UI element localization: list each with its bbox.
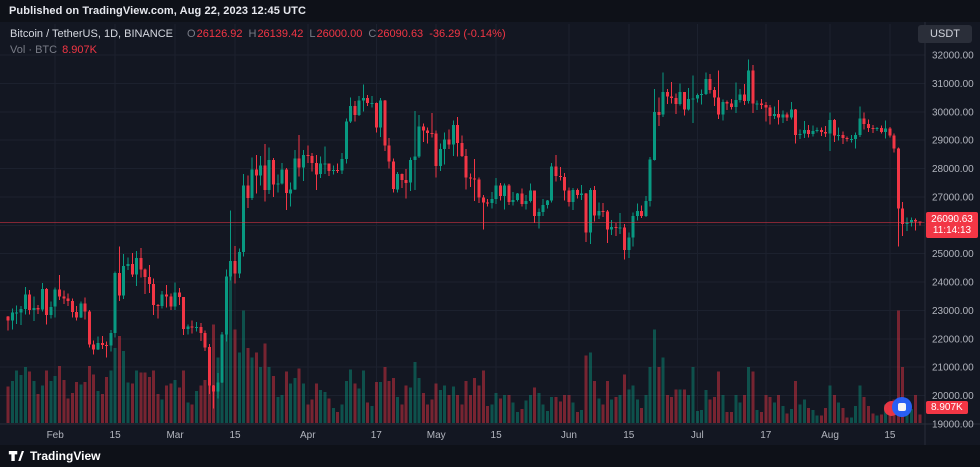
svg-text:22000.00: 22000.00 [932,334,974,345]
svg-text:15: 15 [110,430,122,441]
low-label: L [309,28,316,40]
svg-text:28000.00: 28000.00 [932,164,974,175]
svg-text:25000.00: 25000.00 [932,249,974,260]
svg-text:30000.00: 30000.00 [932,107,974,118]
svg-text:24000.00: 24000.00 [932,278,974,289]
watermark-logo-icon[interactable] [884,396,914,420]
svg-text:19000.00: 19000.00 [932,420,974,431]
tradingview-logo-icon [8,450,24,462]
svg-text:23000.00: 23000.00 [932,306,974,317]
svg-text:32000.00: 32000.00 [932,51,974,62]
svg-text:Mar: Mar [166,430,184,441]
svg-text:May: May [427,430,446,441]
svg-text:29000.00: 29000.00 [932,136,974,147]
footer-bar: TradingView [0,445,980,467]
open-value: 26126.92 [196,28,243,40]
volume-value: 8.907K [62,44,97,56]
high-value: 26139.42 [257,28,304,40]
svg-text:Jun: Jun [561,430,577,441]
price-badge: 26090.63 11:14:13 [926,212,978,238]
svg-text:21000.00: 21000.00 [932,363,974,374]
svg-text:Apr: Apr [300,430,316,441]
svg-text:Feb: Feb [47,430,65,441]
symbol-title: Bitcoin / TetherUS, 1D, BINANCE [10,28,174,40]
close-label: C [368,28,377,40]
high-label: H [248,28,257,40]
svg-text:15: 15 [884,430,896,441]
svg-text:31000.00: 31000.00 [932,79,974,90]
last-price: 26090.63 [931,214,973,225]
publish-text: Published on TradingView.com, Aug 22, 20… [9,5,306,17]
volume-badge: 8.907K [926,401,968,414]
low-value: 26000.00 [316,28,363,40]
volume-label: Vol · BTC [10,44,58,56]
svg-text:15: 15 [623,430,635,441]
open-label: O [187,28,196,40]
svg-text:20000.00: 20000.00 [932,391,974,402]
close-value: 26090.63 [377,28,424,40]
svg-text:27000.00: 27000.00 [932,192,974,203]
legend-row-symbol: Bitcoin / TetherUS, 1D, BINANCE O26126.92… [10,26,506,42]
currency-button[interactable]: USDT [918,25,972,43]
legend-row-volume: Vol · BTC 8.907K [10,42,506,58]
change-value: -36.29 (-0.14%) [429,28,506,40]
countdown-timer: 11:14:13 [932,225,972,236]
svg-text:15: 15 [229,430,241,441]
svg-text:Jul: Jul [691,430,704,441]
svg-text:17: 17 [371,430,383,441]
watermark-white-mark [898,403,906,411]
svg-text:17: 17 [760,430,772,441]
chart-legend: Bitcoin / TetherUS, 1D, BINANCE O26126.92… [10,26,506,58]
svg-text:15: 15 [491,430,503,441]
publish-bar: Published on TradingView.com, Aug 22, 20… [0,0,980,22]
svg-text:Aug: Aug [821,430,839,441]
footer-brand[interactable]: TradingView [30,449,101,463]
